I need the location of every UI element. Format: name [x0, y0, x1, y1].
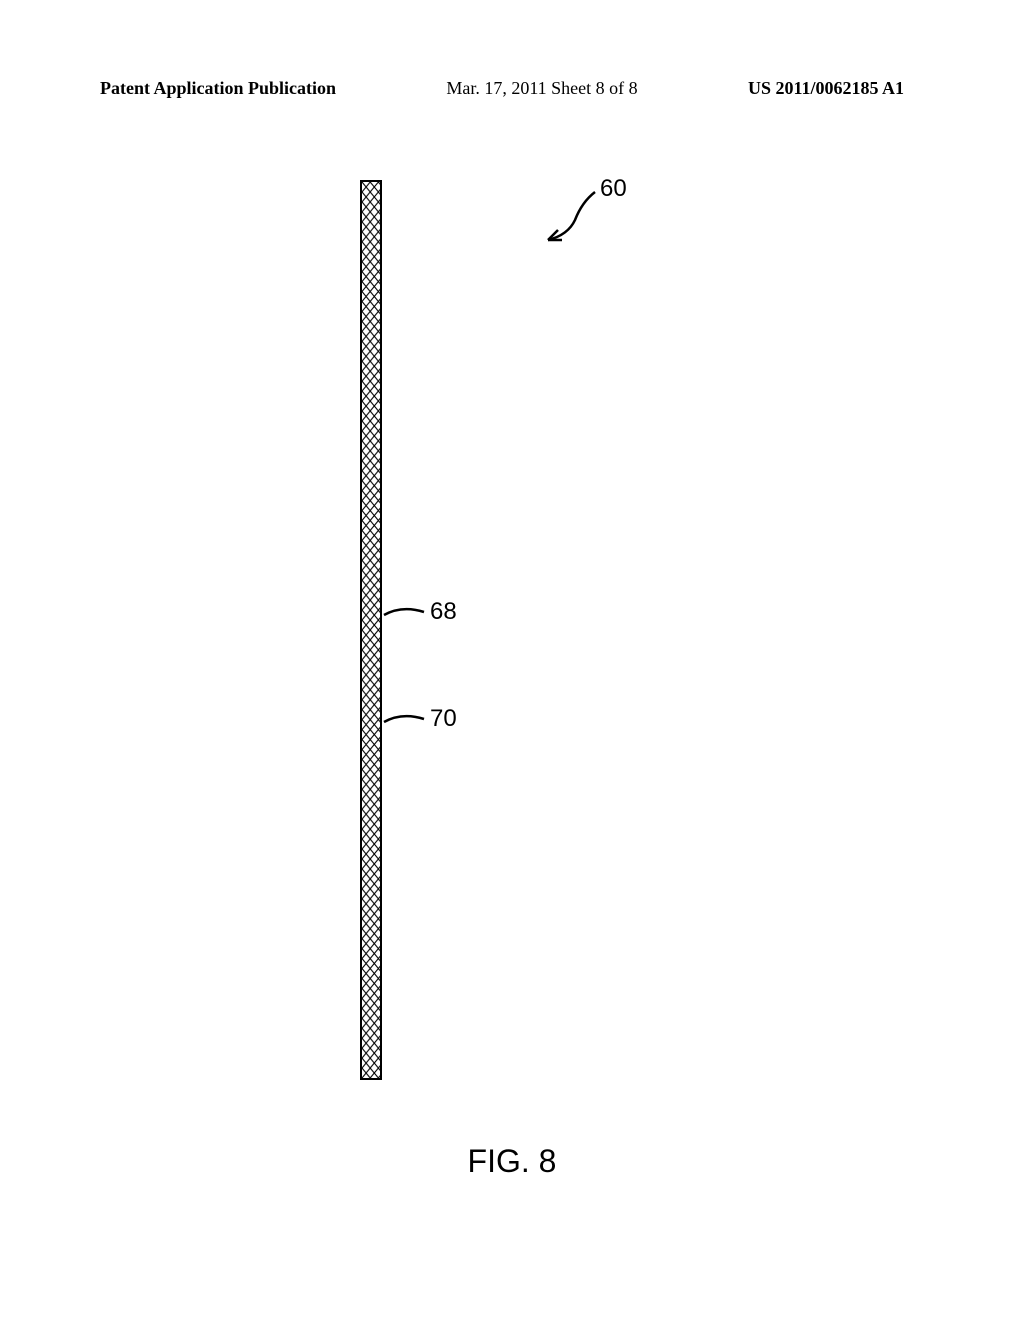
publication-type: Patent Application Publication — [100, 78, 336, 99]
publication-number: US 2011/0062185 A1 — [748, 78, 904, 99]
leader-line-70 — [382, 707, 432, 737]
reference-label-68: 68 — [430, 598, 457, 626]
date-sheet: Mar. 17, 2011 Sheet 8 of 8 — [446, 78, 637, 99]
reference-label-60: 60 — [600, 175, 627, 203]
reference-label-70: 70 — [430, 705, 457, 733]
figure-caption: FIG. 8 — [468, 1143, 557, 1180]
figure-container: 60 68 70 — [360, 180, 760, 1080]
crosshatched-component — [360, 180, 382, 1080]
patent-header: Patent Application Publication Mar. 17, … — [0, 78, 1024, 99]
leader-line-68 — [382, 600, 432, 630]
